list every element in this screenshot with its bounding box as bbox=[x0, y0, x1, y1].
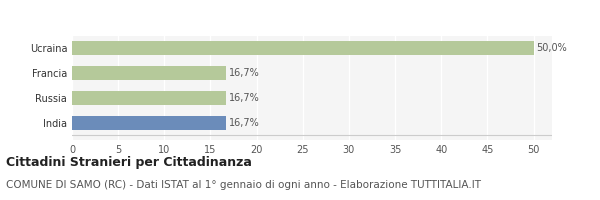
Text: COMUNE DI SAMO (RC) - Dati ISTAT al 1° gennaio di ogni anno - Elaborazione TUTTI: COMUNE DI SAMO (RC) - Dati ISTAT al 1° g… bbox=[6, 180, 481, 190]
Bar bbox=[72, 41, 533, 55]
Text: 16,7%: 16,7% bbox=[229, 68, 260, 78]
Text: 16,7%: 16,7% bbox=[229, 93, 260, 103]
Text: Cittadini Stranieri per Cittadinanza: Cittadini Stranieri per Cittadinanza bbox=[6, 156, 252, 169]
Bar bbox=[72, 91, 226, 105]
Text: 16,7%: 16,7% bbox=[229, 118, 260, 128]
Bar bbox=[72, 66, 226, 80]
Bar bbox=[72, 116, 226, 130]
Text: 50,0%: 50,0% bbox=[536, 43, 567, 53]
